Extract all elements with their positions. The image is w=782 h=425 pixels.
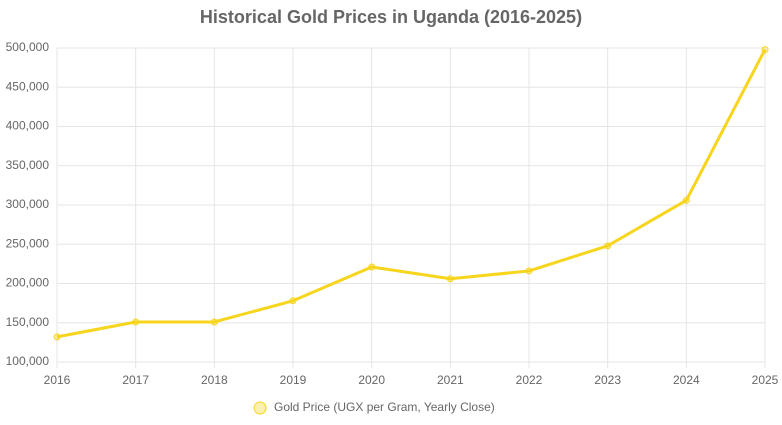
data-point [525,267,533,275]
data-point [289,297,297,305]
data-point [53,333,61,341]
x-tick-label: 2019 [280,373,307,387]
data-point [682,196,690,204]
x-tick-label: 2025 [752,373,779,387]
x-tick-label: 2020 [358,373,385,387]
x-tick-label: 2021 [437,373,464,387]
y-tick-label: 200,000 [6,276,50,290]
legend-label: Gold Price (UGX per Gram, Yearly Close) [274,400,495,414]
chart-title: Historical Gold Prices in Uganda (2016-2… [200,7,582,27]
legend-marker [253,401,267,415]
data-line [56,48,767,339]
y-tick-label: 450,000 [6,79,50,93]
x-tick-label: 2022 [516,373,543,387]
y-tick-label: 500,000 [6,40,50,54]
x-tick-label: 2023 [594,373,621,387]
y-tick-label: 350,000 [6,158,50,172]
y-tick-label: 300,000 [6,197,50,211]
data-point [210,318,218,326]
x-tick-label: 2017 [122,373,149,387]
y-tick-label: 150,000 [6,315,50,329]
x-tick-label: 2018 [201,373,228,387]
data-point [446,275,454,283]
data-point [368,263,376,271]
x-tick-label: 2024 [673,373,700,387]
x-tick-label: 2016 [44,373,71,387]
y-tick-label: 250,000 [6,236,50,250]
data-point [132,318,140,326]
data-point [604,242,612,250]
y-tick-label: 100,000 [6,354,50,368]
data-point [761,46,769,54]
y-tick-label: 400,000 [6,119,50,133]
